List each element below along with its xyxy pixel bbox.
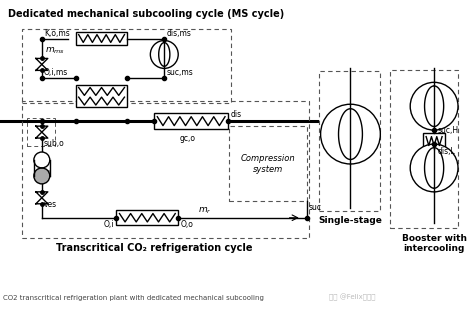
Text: CO2 transcritical refrigeration plant with dedicated mechanical subcooling: CO2 transcritical refrigeration plant wi…	[3, 295, 264, 301]
Bar	[34, 160, 50, 176]
Bar	[27, 118, 55, 146]
Text: Transcritical CO₂ refrigeration cycle: Transcritical CO₂ refrigeration cycle	[56, 243, 253, 252]
Text: ves: ves	[44, 200, 57, 209]
Bar	[117, 210, 178, 225]
Text: dis,L: dis,L	[438, 147, 456, 156]
Bar	[390, 70, 458, 228]
Text: Single-stage: Single-stage	[319, 216, 383, 225]
Text: O,i: O,i	[104, 220, 115, 229]
Text: sub,o: sub,o	[44, 139, 64, 148]
Text: $m_{ms}$: $m_{ms}$	[45, 46, 65, 57]
Circle shape	[410, 144, 458, 192]
Bar	[34, 170, 50, 176]
Text: Compression
system: Compression system	[240, 154, 295, 174]
Text: 知乎 @Felix温能源: 知乎 @Felix温能源	[328, 294, 375, 301]
Bar	[22, 28, 231, 103]
Text: K,o,ms: K,o,ms	[44, 28, 70, 38]
Circle shape	[150, 40, 178, 68]
Circle shape	[320, 104, 380, 164]
Text: suc,ms: suc,ms	[166, 68, 193, 77]
Text: O,o: O,o	[180, 220, 193, 229]
Text: suc: suc	[309, 203, 322, 212]
Text: O,i,ms: O,i,ms	[44, 68, 68, 77]
Bar	[76, 32, 128, 46]
Bar	[319, 71, 380, 211]
Text: dis,ms: dis,ms	[166, 28, 191, 38]
Text: suc,H: suc,H	[438, 126, 459, 135]
Bar	[22, 101, 309, 238]
Ellipse shape	[34, 168, 50, 184]
Ellipse shape	[34, 168, 50, 184]
Ellipse shape	[34, 152, 50, 168]
Circle shape	[410, 82, 458, 130]
Text: $m_r$: $m_r$	[198, 205, 212, 216]
Bar	[155, 113, 228, 129]
Text: dis: dis	[231, 110, 242, 119]
Text: Dedicated mechanical subcooling cycle (MS cycle): Dedicated mechanical subcooling cycle (M…	[8, 9, 284, 19]
Bar	[76, 85, 128, 107]
Bar	[229, 126, 307, 201]
Text: Booster with
intercooling: Booster with intercooling	[401, 234, 466, 253]
Bar	[423, 133, 445, 149]
Text: gc,o: gc,o	[179, 134, 195, 143]
